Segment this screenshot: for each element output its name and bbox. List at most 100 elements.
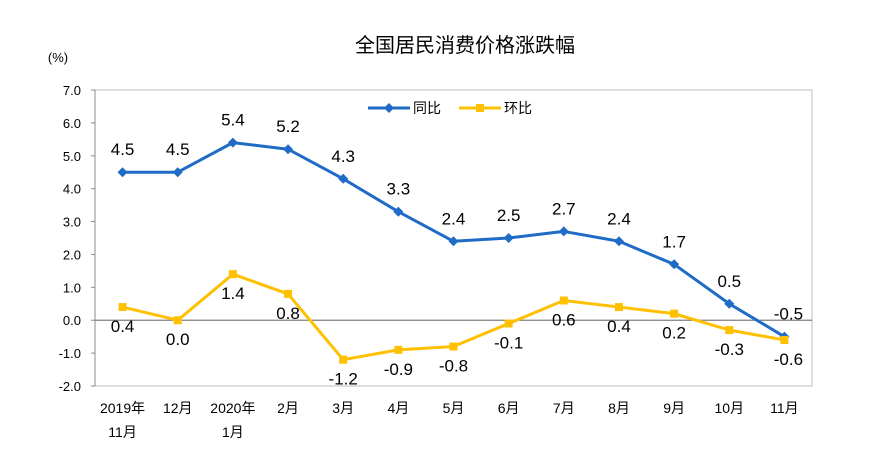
series-2-data-label: 0.6 (552, 310, 576, 329)
x-tick-label: 9月 (663, 400, 685, 416)
series-1-point (172, 167, 183, 178)
series-2-data-label: 0.8 (276, 304, 300, 323)
x-tick-label: 10月 (714, 400, 744, 416)
y-axis-unit-label: (%) (48, 50, 68, 65)
chart-title: 全国居民消费价格涨跌幅 (355, 34, 575, 57)
legend-label: 同比 (413, 100, 441, 116)
series-1-point (503, 233, 514, 243)
x-tick-label-line: 11月 (770, 400, 799, 416)
x-tick-label-line: 6月 (498, 400, 520, 416)
series-1-data-label: 2.5 (497, 206, 521, 225)
series-1-data-label: 3.3 (387, 180, 411, 199)
series-2-point (228, 270, 237, 279)
series-2-data-label: -1.2 (329, 370, 358, 389)
x-tick-label-line: 1月 (222, 424, 244, 440)
x-tick-label: 6月 (498, 400, 520, 416)
series-2-data-label: 0.2 (662, 324, 686, 343)
series-2-data-label: 1.4 (221, 284, 245, 303)
series-1-point (283, 144, 294, 155)
series-2-point (173, 316, 182, 325)
x-tick-label-line: 3月 (332, 400, 354, 416)
x-tick-label-line: 10月 (714, 400, 744, 416)
data-labels-group: 4.5 4.5 5.4 5.2 4.3 3.3 2.4 2.5 2.7 2.4 1.7 0.5 -0.5… (111, 111, 803, 389)
series-2-point (449, 342, 458, 351)
x-tick-label-line: 2019年 (100, 400, 145, 416)
series-2-point (339, 355, 348, 364)
series-1-point (338, 173, 349, 184)
series-1-data-label: 4.5 (111, 140, 135, 159)
y-tick-label: 4.0 (63, 182, 81, 197)
y-tick-label: -2.0 (59, 379, 81, 394)
y-tick-label: 6.0 (63, 116, 81, 131)
x-tick-label-line: 9月 (663, 400, 685, 416)
legend: 同比 环比 (368, 100, 532, 116)
x-tick-label-line: 11月 (108, 424, 137, 440)
y-tick-label: 5.0 (63, 149, 81, 164)
series-1-data-label: 5.2 (276, 117, 300, 136)
series-1-point (613, 236, 624, 247)
series-1-data-label: 2.7 (552, 199, 576, 218)
series-2-point (284, 289, 293, 298)
series-1-point (227, 137, 238, 148)
x-tick-label: 7月 (553, 400, 575, 416)
y-tick-label: 1.0 (63, 280, 81, 295)
x-tick-label: 5月 (443, 400, 465, 416)
x-tick-label: 8月 (608, 400, 630, 416)
legend-label: 环比 (504, 100, 532, 116)
series-1-point (669, 259, 680, 270)
x-tick-label: 12月 (163, 400, 193, 416)
series-2-data-label: 0.0 (166, 330, 190, 349)
axes-group: 7.0 6.0 5.0 4.0 3.0 2.0 1.0 0.0 -1.0 -2.0 2019年 11月… (59, 83, 813, 440)
series-2-data-label: -0.8 (439, 357, 468, 376)
series-2-point (559, 296, 568, 305)
series-2-point (614, 303, 623, 312)
series-2-data-label: -0.6 (774, 350, 803, 369)
x-tick-label: 2020年 1月 (210, 400, 255, 440)
series-1-data-label: 0.5 (717, 272, 741, 291)
series-1-point (724, 298, 735, 309)
series-2-point (118, 303, 127, 312)
series-1-data-label: 4.5 (166, 140, 190, 159)
y-tick-label: 3.0 (63, 215, 81, 230)
series-2-data-label: -0.1 (494, 334, 523, 353)
x-tick-label: 11月 (770, 400, 799, 416)
series-1-data-label: 2.4 (607, 209, 631, 228)
series-2-point (780, 335, 789, 344)
series-2-point (394, 345, 403, 354)
x-tick-label-line: 12月 (163, 400, 193, 416)
x-tick-label: 2月 (277, 400, 299, 416)
y-tick-label: 7.0 (63, 83, 81, 98)
series-2-data-label: 0.4 (607, 317, 631, 336)
x-tick-label-line: 4月 (387, 400, 409, 416)
series-lines-group (117, 137, 790, 364)
x-tick-label-line: 8月 (608, 400, 630, 416)
series-2-data-label: -0.3 (715, 340, 744, 359)
series-1-data-label: 5.4 (221, 111, 245, 130)
x-tick-label: 4月 (387, 400, 409, 416)
x-tick-label: 3月 (332, 400, 354, 416)
series-2-point (504, 319, 513, 328)
series-1-data-label: 2.4 (442, 209, 466, 228)
series-1-point (558, 226, 569, 237)
series-1-data-label: 1.7 (662, 232, 686, 251)
series-1-point (393, 206, 404, 217)
legend-marker-square (476, 104, 484, 112)
series-1-point (448, 236, 459, 247)
x-tick-label-line: 7月 (553, 400, 575, 416)
y-tick-label: -1.0 (59, 346, 81, 361)
x-tick-label-line: 2020年 (210, 400, 255, 416)
y-tick-label: 0.0 (63, 313, 81, 328)
series-1-point (117, 167, 128, 178)
y-tick-label: 2.0 (63, 247, 81, 262)
series-2-data-label: -0.9 (384, 360, 413, 379)
series-1-data-label: -0.5 (774, 305, 803, 324)
series-2-point (725, 326, 734, 335)
x-tick-label: 2019年 11月 (100, 400, 145, 440)
series-1-data-label: 4.3 (331, 147, 355, 166)
legend-marker-diamond (384, 103, 394, 113)
series-2-data-label: 0.4 (111, 317, 135, 336)
x-tick-label-line: 2月 (277, 400, 299, 416)
series-2-point (670, 309, 679, 318)
